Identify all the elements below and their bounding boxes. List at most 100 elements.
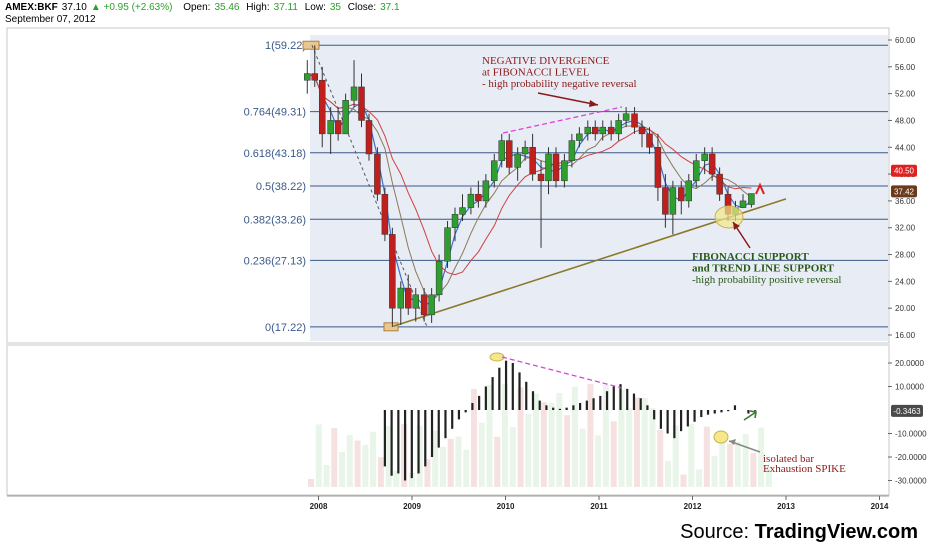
- price-badge-label-1: 37.42: [894, 187, 915, 196]
- candle-body-50[interactable]: [692, 160, 700, 182]
- x-tick-label-3: 2011: [590, 502, 608, 511]
- candle-body-30[interactable]: [537, 173, 545, 182]
- candle-body-35[interactable]: [576, 133, 583, 141]
- fib-label-0: 1(59.22): [265, 40, 306, 52]
- price-badge-0: [891, 164, 917, 177]
- candle-body-56[interactable]: [739, 200, 747, 208]
- bounce-arrow: [755, 182, 765, 195]
- fib-label-3: 0.5(38.22): [256, 181, 306, 193]
- candle-body-51[interactable]: [701, 153, 708, 161]
- osc-bg-bar-5: [346, 435, 353, 487]
- candle-body-31[interactable]: [545, 153, 552, 182]
- candle-body-26[interactable]: [505, 140, 513, 168]
- osc-bg-bar-20: [463, 449, 470, 487]
- osc-tick-label-0: 20.0000: [895, 359, 924, 368]
- candle-body-48[interactable]: [678, 187, 685, 202]
- candle-body-29[interactable]: [529, 147, 536, 175]
- osc-bg-bar-38: [602, 385, 609, 487]
- candle-body-7[interactable]: [358, 86, 365, 121]
- candle-body-1[interactable]: [311, 73, 319, 81]
- candle-body-46[interactable]: [662, 187, 669, 215]
- open-value: 35.46: [214, 2, 240, 13]
- osc-bg-bar-3: [331, 428, 338, 487]
- candle-body-14[interactable]: [412, 294, 419, 309]
- isolated-bar-text-1: Exhaustion SPIKE: [763, 463, 846, 475]
- osc-bg-bar-58: [758, 427, 765, 487]
- osc-bg-bar-21: [470, 388, 477, 487]
- candle-body-13[interactable]: [405, 287, 412, 309]
- candle-body-5[interactable]: [342, 100, 349, 135]
- candle-body-40[interactable]: [615, 120, 622, 135]
- price-tick-label-3: 48.00: [895, 116, 916, 125]
- osc-bg-bar-32: [556, 392, 563, 487]
- candle-body-19[interactable]: [451, 214, 459, 228]
- symbol[interactable]: AMEX:BKF: [5, 2, 58, 13]
- candle-body-22[interactable]: [475, 193, 482, 202]
- candle-body-2[interactable]: [318, 79, 326, 135]
- osc-bg-bar-28: [525, 413, 532, 487]
- price-tick-label-9: 24.00: [895, 277, 916, 286]
- price-badge-label-0: 40.50: [894, 167, 915, 176]
- candle-body-11[interactable]: [389, 234, 396, 309]
- osc-bg-bar-2: [323, 464, 330, 487]
- source-credit: Source: TradingView.com: [680, 521, 918, 543]
- osc-bg-bar-45: [657, 429, 664, 487]
- candle-body-0[interactable]: [304, 73, 311, 81]
- low-value: 35: [329, 2, 341, 13]
- candle-body-47[interactable]: [669, 187, 677, 215]
- osc-bg-bar-48: [680, 474, 687, 487]
- isolated-bar-text-0: isolated bar: [763, 453, 814, 465]
- candle-body-21[interactable]: [467, 193, 475, 208]
- candle-body-23[interactable]: [482, 180, 490, 202]
- osc-bg-bar-18: [447, 438, 454, 487]
- osc-bg-bar-43: [641, 397, 648, 487]
- osc-badge: [891, 404, 923, 417]
- candle-body-34[interactable]: [568, 140, 576, 161]
- candle-body-16[interactable]: [428, 294, 435, 316]
- candle-body-42[interactable]: [631, 113, 638, 128]
- candle-body-4[interactable]: [334, 120, 342, 135]
- candle-body-44[interactable]: [646, 133, 653, 148]
- candle-body-39[interactable]: [607, 126, 615, 135]
- candle-body-41[interactable]: [622, 113, 630, 121]
- candle-body-9[interactable]: [374, 153, 381, 195]
- candle-body-52[interactable]: [708, 153, 716, 175]
- candle-body-45[interactable]: [654, 147, 662, 188]
- osc-badge-label: -0.3463: [893, 407, 921, 416]
- candle-body-12[interactable]: [397, 287, 405, 309]
- osc-bg-bar-36: [587, 384, 594, 487]
- chart-header: AMEX:BKF 37.10 ▲ +0.95 (+2.63%) Open: 35.46…: [5, 2, 404, 26]
- close-value: 37.1: [380, 2, 400, 13]
- candle-body-10[interactable]: [381, 193, 389, 235]
- isolated-bar-arrow-head: [729, 439, 736, 445]
- fib-label-5: 0.236(27.13): [244, 255, 306, 267]
- candle-body-15[interactable]: [420, 294, 428, 316]
- candle-body-17[interactable]: [435, 261, 443, 296]
- candle-body-32[interactable]: [552, 153, 560, 182]
- candle-body-28[interactable]: [521, 147, 529, 155]
- candle-body-49[interactable]: [685, 180, 693, 202]
- candle-body-24[interactable]: [491, 160, 498, 182]
- candle-body-37[interactable]: [592, 126, 599, 135]
- candle-body-27[interactable]: [514, 153, 521, 168]
- candle-body-18[interactable]: [444, 227, 451, 262]
- candle-body-57[interactable]: [748, 193, 755, 205]
- osc-divergence-line: [501, 356, 623, 389]
- candle-body-3[interactable]: [327, 120, 334, 135]
- candle-body-8[interactable]: [365, 120, 373, 155]
- osc-bg-bar-13: [408, 473, 415, 487]
- candle-body-43[interactable]: [638, 126, 646, 135]
- candle-body-38[interactable]: [599, 126, 606, 135]
- candle-body-53[interactable]: [716, 173, 723, 195]
- candle-body-20[interactable]: [459, 207, 466, 215]
- osc-bg-bar-16: [432, 430, 439, 487]
- candle-body-25[interactable]: [498, 140, 506, 161]
- fib-label-2: 0.618(43.18): [244, 148, 306, 160]
- osc-bg-bar-4: [339, 451, 346, 487]
- candle-body-36[interactable]: [584, 126, 592, 135]
- osc-bg-bar-51: [703, 426, 710, 487]
- candle-body-6[interactable]: [350, 86, 358, 101]
- x-tick-label-2: 2010: [497, 502, 515, 511]
- candle-body-33[interactable]: [561, 160, 568, 182]
